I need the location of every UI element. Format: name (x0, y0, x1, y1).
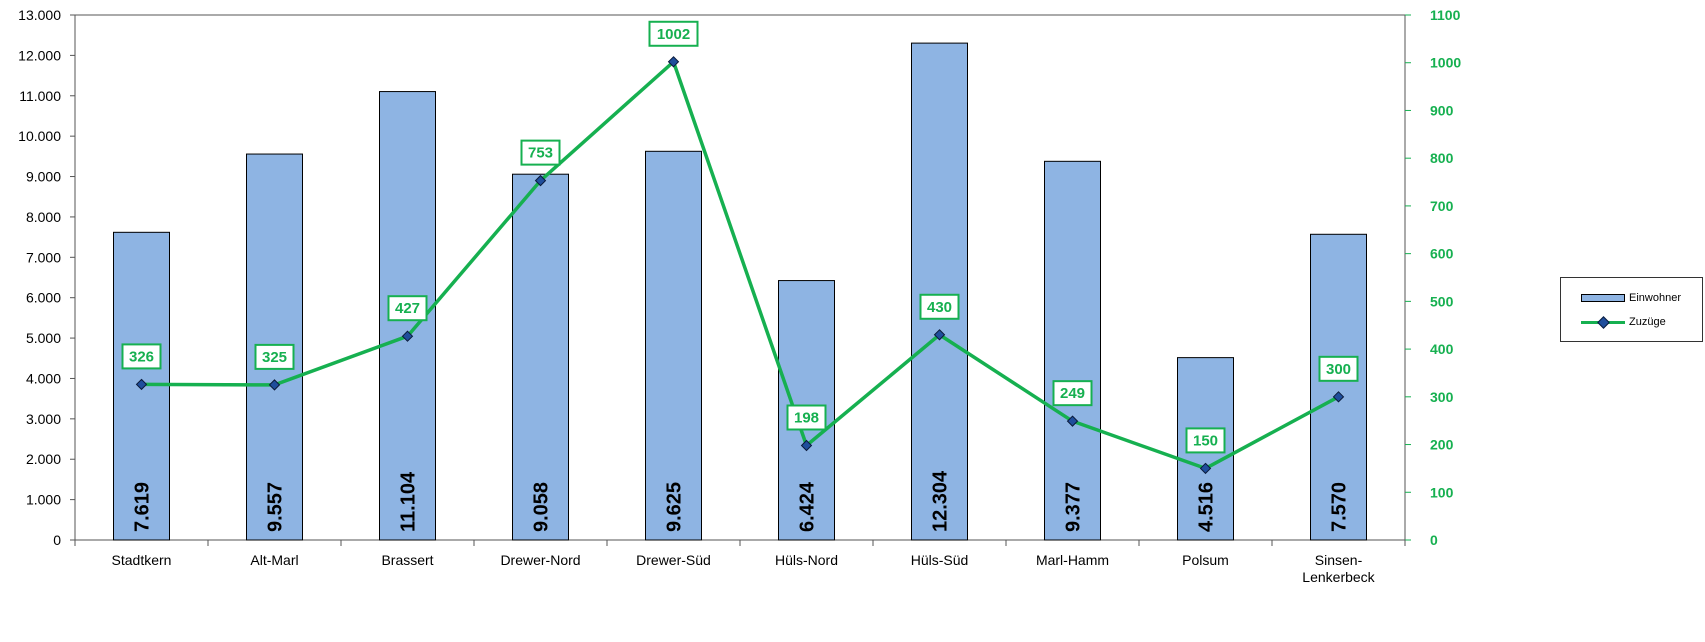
y-right-tick-label: 800 (1430, 150, 1454, 166)
point-zuzuege-marl-hamm (1066, 415, 1079, 427)
point-zuzuege-alt-marl (268, 379, 281, 391)
y-right-tick-label: 900 (1430, 102, 1454, 118)
y-right-tick-label: 1100 (1430, 7, 1461, 23)
point-zuzuege-polsum (1199, 462, 1212, 475)
data-label-zuzuege-brassert: 427 (395, 300, 420, 317)
data-label-box-alt-marl (254, 343, 295, 370)
y-right-tick-label: 200 (1430, 437, 1454, 453)
x-tick-label-alt-marl: Alt-Marl (250, 552, 298, 568)
bar-label-brassert: 11.104 (398, 471, 420, 532)
bar-drewer-s-d (645, 150, 702, 541)
x-tick-label-h-ls-nord: Hüls-Nord (775, 552, 838, 568)
point-zuzuege-stadtkern (135, 378, 148, 391)
data-label-box-h-ls-s-d (919, 293, 960, 320)
y-right-tick-label: 1000 (1430, 55, 1461, 71)
y-right-tick-label: 100 (1430, 484, 1454, 500)
legend: Einwohner Zuzüge (1560, 277, 1703, 342)
y-left-tick-label: 8.000 (26, 209, 61, 225)
y-left-tick-label: 3.000 (26, 411, 61, 427)
x-tick-label-stadtkern: Stadtkern (112, 552, 172, 568)
point-zuzuege-brassert (401, 330, 414, 342)
legend-item-einwohner: Einwohner (1581, 290, 1681, 306)
y-left-tick-label: 12.000 (18, 47, 61, 63)
data-label-box-polsum (1185, 427, 1226, 454)
point-zuzuege-sinsen-lenkerbeck (1332, 391, 1345, 403)
data-label-zuzuege-drewer-nord: 753 (528, 145, 553, 162)
legend-label-zuzuege: Zuzüge (1629, 316, 1666, 328)
bar-marl-hamm (1044, 160, 1101, 541)
data-label-box-drewer-nord (520, 139, 561, 166)
data-label-zuzuege-marl-hamm: 249 (1060, 385, 1085, 402)
data-label-zuzuege-polsum: 150 (1193, 432, 1218, 449)
y-right-tick-label: 300 (1430, 389, 1454, 405)
y-left-tick-label: 13.000 (18, 7, 61, 23)
bar-sinsen-lenkerbeck (1310, 233, 1367, 541)
data-label-zuzuege-h-ls-s-d: 430 (927, 299, 952, 316)
data-label-zuzuege-sinsen-lenkerbeck: 300 (1326, 361, 1351, 378)
y-right-tick-label: 700 (1430, 198, 1454, 214)
y-right-tick-label: 500 (1430, 293, 1454, 309)
y-left-tick-label: 0 (53, 532, 61, 548)
bar-label-alt-marl: 9.557 (265, 482, 287, 532)
y-left-tick-label: 10.000 (18, 128, 61, 144)
x-tick-label-polsum: Polsum (1182, 552, 1229, 568)
x-tick-label-h-ls-s-d: Hüls-Süd (911, 552, 969, 568)
bar-label-polsum: 4.516 (1196, 482, 1218, 532)
point-zuzuege-h-ls-s-d (933, 329, 946, 341)
point-zuzuege-h-ls-nord (800, 439, 813, 452)
legend-swatch-einwohner (1581, 294, 1625, 302)
data-label-box-stadtkern (121, 343, 162, 370)
data-label-zuzuege-alt-marl: 325 (262, 349, 287, 366)
bar-h-ls-s-d (911, 42, 968, 541)
y-left-tick-label: 4.000 (26, 370, 61, 386)
point-zuzuege-drewer-s-d (667, 56, 680, 68)
data-label-box-sinsen-lenkerbeck (1318, 355, 1359, 382)
y-left-tick-label: 2.000 (26, 451, 61, 467)
point-zuzuege-drewer-nord (534, 174, 547, 187)
x-tick-label-drewer-nord: Drewer-Nord (500, 552, 580, 568)
legend-item-zuzuege: Zuzüge (1581, 314, 1666, 330)
bar-label-drewer-s-d: 9.625 (664, 482, 686, 532)
bar-label-sinsen-lenkerbeck: 7.570 (1329, 482, 1351, 532)
data-label-box-h-ls-nord (786, 404, 827, 431)
legend-label-einwohner: Einwohner (1629, 292, 1681, 304)
y-left-tick-label: 9.000 (26, 169, 61, 185)
x-tick-label-sinsen-lenkerbeck: Sinsen- (1315, 552, 1363, 568)
y-right-tick-label: 400 (1430, 341, 1454, 357)
data-label-zuzuege-drewer-s-d: 1002 (657, 26, 690, 43)
x-tick-label-marl-hamm: Marl-Hamm (1036, 552, 1109, 568)
data-label-box-marl-hamm (1052, 380, 1093, 407)
data-label-zuzuege-stadtkern: 326 (129, 348, 154, 365)
y-right-tick-label: 0 (1430, 532, 1438, 548)
data-label-box-drewer-s-d (648, 20, 699, 47)
line-zuzuege (141, 60, 1340, 471)
bar-label-drewer-nord: 9.058 (531, 482, 553, 532)
y-left-tick-label: 11.000 (19, 88, 61, 104)
y-left-tick-label: 5.000 (26, 330, 61, 346)
x-tick-label-sinsen-lenkerbeck: Lenkerbeck (1302, 569, 1375, 585)
y-left-tick-label: 7.000 (26, 249, 61, 265)
x-tick-label-drewer-s-d: Drewer-Süd (636, 552, 711, 568)
x-tick-label-brassert: Brassert (381, 552, 433, 568)
y-left-tick-label: 6.000 (26, 290, 61, 306)
bar-label-h-ls-nord: 6.424 (797, 481, 819, 532)
bar-label-h-ls-s-d: 12.304 (930, 470, 952, 532)
bar-label-marl-hamm: 9.377 (1063, 482, 1085, 532)
legend-swatch-zuzuege (1581, 316, 1625, 329)
bar-label-stadtkern: 7.619 (132, 482, 154, 532)
data-label-box-brassert (387, 295, 428, 322)
y-right-tick-label: 600 (1430, 246, 1454, 262)
data-label-zuzuege-h-ls-nord: 198 (794, 410, 819, 427)
y-left-tick-label: 1.000 (26, 492, 61, 508)
bar-drewer-nord (512, 173, 569, 541)
